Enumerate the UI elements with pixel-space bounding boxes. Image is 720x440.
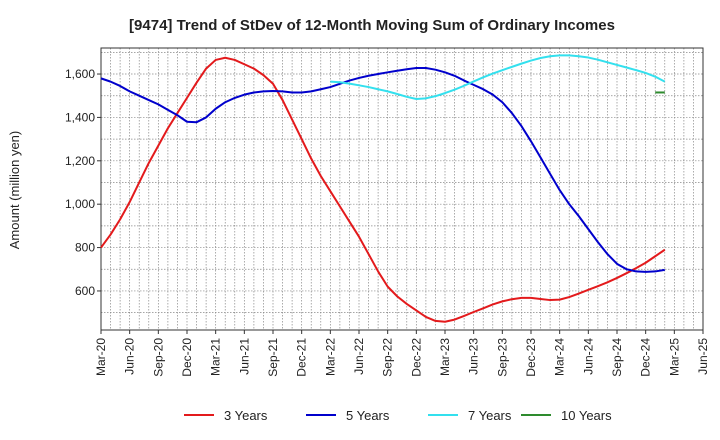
plot-border xyxy=(100,47,704,331)
legend-label-7-years: 7 Years xyxy=(468,408,512,423)
x-tick-label: Mar-21 xyxy=(209,338,223,376)
series-5-years-line xyxy=(100,66,665,273)
legend: 3 Years 5 Years 7 Years 10 Years xyxy=(184,408,612,423)
x-tick-label: Jun-22 xyxy=(352,338,366,375)
x-tick-label: Dec-23 xyxy=(524,338,538,377)
x-tick-label: Mar-24 xyxy=(553,338,567,376)
axes: 600 800 1,000 1,200 1,400 1,600 Mar-20 Jun-20 Se… xyxy=(65,47,710,377)
x-tick-label: Mar-23 xyxy=(438,338,452,376)
x-tick-label: Jun-20 xyxy=(123,338,137,375)
y-tick-label: 1,400 xyxy=(65,110,95,124)
y-tick-label: 800 xyxy=(75,241,95,255)
legend-label-3-years: 3 Years xyxy=(224,408,268,423)
chart-title: [9474] Trend of StDev of 12-Month Moving… xyxy=(129,17,615,34)
series-7-years-line xyxy=(330,54,666,100)
legend-label-10-years: 10 Years xyxy=(561,408,612,423)
x-tick-label: Sep-24 xyxy=(610,338,624,377)
y-tick-label: 1,200 xyxy=(65,154,95,168)
y-axis-label: Amount (million yen) xyxy=(7,131,22,250)
x-tick-label: Mar-22 xyxy=(323,338,337,376)
series-lines xyxy=(100,54,666,323)
x-tick-label: Mar-20 xyxy=(94,338,108,376)
x-tick-label: Dec-21 xyxy=(295,338,309,377)
x-tick-label: Sep-23 xyxy=(495,338,509,377)
y-tick-label: 1,600 xyxy=(65,67,95,81)
x-tick-label: Dec-24 xyxy=(639,338,653,377)
y-tick-label: 1,000 xyxy=(65,197,95,211)
legend-label-5-years: 5 Years xyxy=(346,408,390,423)
x-tick-label: Sep-21 xyxy=(266,338,280,377)
x-tick-label: Jun-21 xyxy=(237,338,251,375)
x-tick-label: Jun-24 xyxy=(581,338,595,375)
x-tick-label: Dec-20 xyxy=(180,338,194,377)
x-tick-label: Mar-25 xyxy=(667,338,681,376)
x-tick-label: Jun-23 xyxy=(467,338,481,375)
series-3-years-line xyxy=(100,56,666,323)
x-tick-label: Sep-20 xyxy=(151,338,165,377)
y-tick-label: 600 xyxy=(75,284,95,298)
x-tick-label: Dec-22 xyxy=(409,338,423,377)
x-tick-label: Sep-22 xyxy=(381,338,395,377)
x-tick-label: Jun-25 xyxy=(696,338,710,375)
